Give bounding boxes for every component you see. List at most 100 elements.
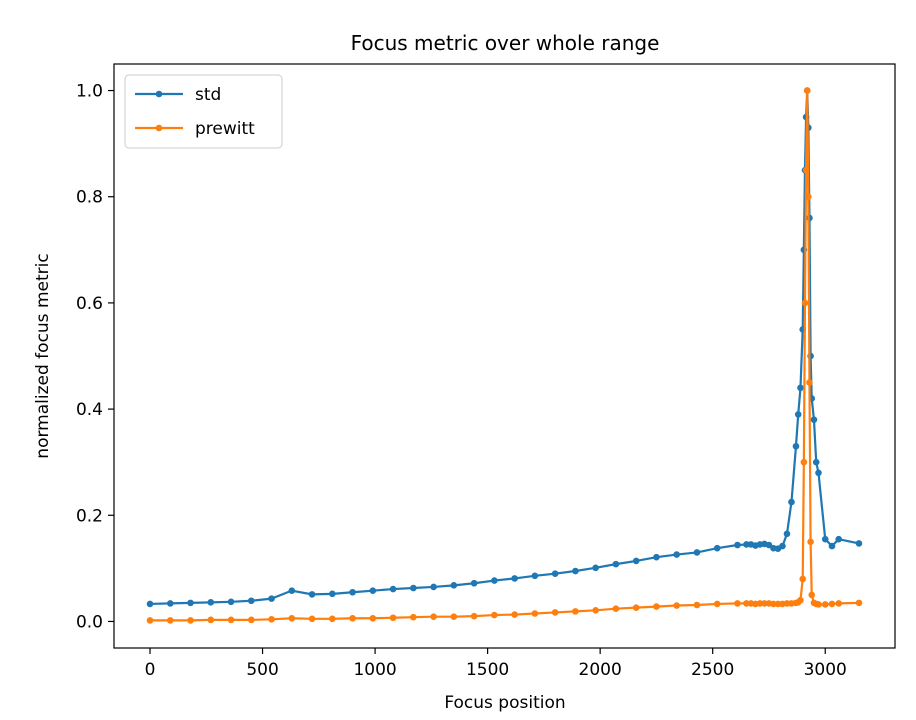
data-point-prewitt — [855, 599, 863, 607]
data-point-std — [389, 585, 397, 593]
data-point-prewitt — [734, 600, 741, 607]
y-tick-label: 0.0 — [76, 612, 103, 632]
data-point-prewitt — [802, 166, 810, 174]
data-point-prewitt — [551, 609, 559, 616]
data-point-std — [592, 564, 599, 572]
legend: std prewitt — [124, 74, 283, 149]
data-point-std — [794, 411, 802, 418]
legend-label-prewitt: prewitt — [195, 119, 255, 139]
data-point-prewitt — [805, 193, 812, 201]
series-prewitt — [146, 87, 863, 624]
legend-label-std: std — [195, 85, 221, 105]
data-point-prewitt — [821, 601, 829, 608]
series-line-prewitt — [150, 89, 860, 622]
data-point-std — [450, 582, 458, 589]
data-point-prewitt — [653, 603, 660, 610]
data-point-prewitt — [470, 612, 478, 620]
data-point-prewitt — [807, 538, 814, 546]
data-point-std — [779, 542, 786, 550]
x-tick-label: 1500 — [466, 660, 509, 680]
data-point-prewitt — [828, 600, 836, 608]
data-point-prewitt — [511, 611, 518, 618]
data-point-std — [734, 541, 741, 549]
data-point-prewitt — [713, 600, 721, 608]
data-point-prewitt — [349, 614, 356, 622]
y-tick-label: 0.2 — [76, 506, 103, 526]
data-point-prewitt — [801, 299, 809, 307]
data-point-prewitt — [247, 616, 255, 624]
data-point-std — [551, 570, 559, 577]
data-point-prewitt — [800, 458, 808, 466]
data-point-std — [792, 442, 800, 450]
data-point-std — [268, 595, 275, 602]
data-point-prewitt — [592, 607, 599, 614]
data-point-prewitt — [612, 605, 620, 613]
data-point-std — [673, 551, 680, 558]
data-point-prewitt — [799, 575, 807, 583]
data-point-std — [812, 458, 820, 466]
plot-frame — [113, 63, 896, 649]
data-point-std — [815, 469, 822, 477]
data-point-std — [329, 590, 336, 598]
data-point-std — [835, 535, 843, 543]
data-point-prewitt — [835, 600, 843, 607]
data-point-prewitt — [308, 615, 316, 623]
data-point-std — [470, 579, 478, 587]
data-point-prewitt — [632, 604, 640, 611]
x-tick-label: 1000 — [353, 660, 396, 680]
data-point-prewitt — [815, 601, 822, 608]
data-point-std — [783, 530, 791, 538]
data-point-std — [531, 572, 539, 580]
data-point-prewitt — [369, 614, 377, 622]
data-point-std — [187, 599, 194, 607]
data-point-std — [288, 587, 296, 594]
data-point-std — [511, 575, 518, 582]
data-point-prewitt — [531, 610, 539, 617]
y-tick-label: 1.0 — [76, 82, 103, 102]
data-point-prewitt — [808, 591, 816, 599]
data-point-std — [810, 416, 818, 424]
x-tick-label: 0 — [145, 660, 156, 680]
data-point-std — [491, 577, 498, 584]
data-point-prewitt — [673, 602, 680, 609]
data-point-prewitt — [797, 596, 804, 604]
data-point-prewitt — [450, 613, 458, 620]
y-tick-label: 0.4 — [76, 400, 103, 420]
y-tick-label: 0.6 — [76, 294, 103, 314]
data-point-std — [410, 584, 417, 592]
data-point-std — [855, 540, 863, 547]
data-point-std — [227, 598, 235, 606]
legend-marker-std — [155, 90, 163, 98]
data-point-std — [146, 600, 154, 608]
data-point-std — [430, 583, 437, 591]
y-axis-label: normalized focus metric — [33, 253, 53, 458]
data-point-prewitt — [329, 615, 336, 623]
data-point-prewitt — [430, 613, 437, 620]
data-point-prewitt — [207, 616, 215, 624]
data-point-prewitt — [572, 608, 579, 615]
data-point-std — [572, 567, 579, 575]
x-tick-label: 500 — [246, 660, 278, 680]
data-point-std — [612, 560, 620, 568]
data-point-prewitt — [166, 617, 174, 624]
y-tick-label: 0.8 — [76, 188, 103, 208]
data-point-std — [797, 384, 804, 392]
x-tick-label: 2000 — [579, 660, 622, 680]
data-point-std — [632, 557, 640, 565]
data-point-std — [308, 591, 316, 598]
data-point-prewitt — [146, 617, 154, 624]
data-point-std — [653, 553, 660, 561]
data-point-std — [693, 549, 701, 556]
data-point-prewitt — [268, 616, 275, 623]
data-point-std — [828, 542, 836, 550]
data-point-prewitt — [410, 613, 417, 621]
data-point-std — [349, 588, 356, 596]
data-point-prewitt — [806, 379, 813, 386]
legend-marker-prewitt — [155, 124, 163, 132]
data-point-std — [821, 535, 829, 543]
data-point-std — [788, 498, 795, 506]
x-tick-label: 2500 — [691, 660, 734, 680]
data-point-std — [369, 587, 377, 594]
data-point-std — [713, 544, 721, 552]
data-point-std — [247, 597, 255, 605]
